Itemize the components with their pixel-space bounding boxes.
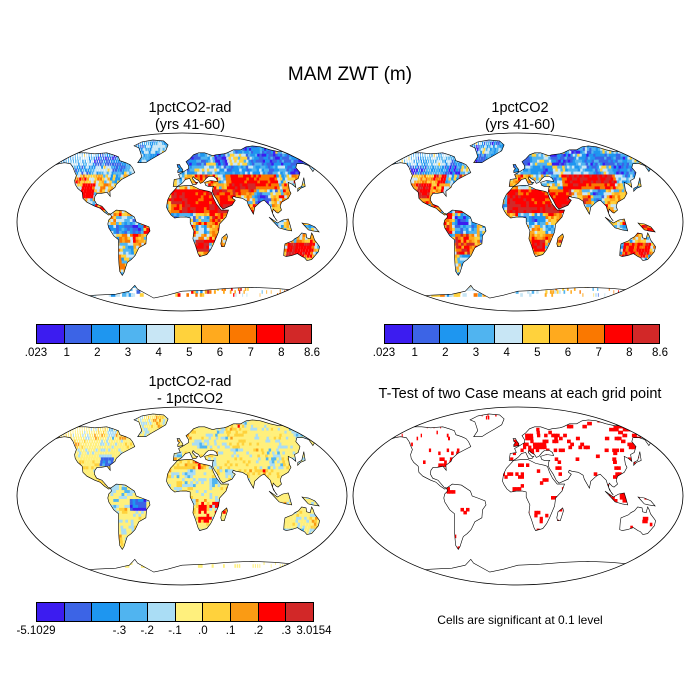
colorbar-panel-2 <box>384 324 660 344</box>
panel-3-map <box>16 406 348 586</box>
colorbar-box <box>64 325 92 343</box>
map-border <box>352 132 684 312</box>
colorbar-box <box>119 325 147 343</box>
colorbar-panel-3-labels: -5.1029 -.3 -.2 -.1 .0 .1 .2 .3 3.0154 <box>16 625 331 639</box>
colorbar-box <box>174 325 202 343</box>
map-border <box>352 406 684 586</box>
colorbar-tick-label: -.2 <box>140 625 154 637</box>
colorbar-box <box>522 325 550 343</box>
colorbar-panel-1 <box>36 324 312 344</box>
colorbar-box <box>286 603 314 621</box>
panel-1-title-line1: 1pctCO2-rad <box>148 100 232 116</box>
colorbar-box <box>229 325 257 343</box>
colorbar-tick-label: -.1 <box>168 625 182 637</box>
colorbar-tick-label: 3 <box>472 347 480 359</box>
panel-3-title-line1: 1pctCO2-rad <box>148 374 232 390</box>
colorbar-panel-1-labels: .023 1 2 3 4 5 6 7 8 8.6 <box>25 347 320 361</box>
panel-1-title: 1pctCO2-rad (yrs 41-60) <box>40 100 340 134</box>
colorbar-tick-label: 4 <box>155 347 162 359</box>
colorbar-tick-label: 1 <box>411 347 418 359</box>
colorbar-tick-label: .3 <box>281 625 291 637</box>
world-map <box>16 132 348 312</box>
panel-4-title: T-Test of two Case means at each grid po… <box>352 386 688 403</box>
colorbar-box <box>64 603 93 621</box>
panel-2-title-line1: 1pctCO2 <box>491 100 549 116</box>
colorbar-tick-label: .0 <box>198 625 208 637</box>
figure-title: MAM ZWT (m) <box>287 64 413 85</box>
colorbar-tick-label: 7 <box>247 347 254 359</box>
panel-2-title-line2: (yrs 41-60) <box>484 117 556 133</box>
colorbar-tick-label: 1 <box>63 347 70 359</box>
colorbar-tick-label: 5 <box>186 347 193 359</box>
colorbar-box <box>202 325 230 343</box>
colorbar-box <box>257 325 285 343</box>
map-border <box>16 406 348 586</box>
colorbar-box <box>230 603 259 621</box>
colorbar-box <box>147 603 176 621</box>
colorbar-tick-label: 2 <box>94 347 101 359</box>
colorbar-panel-3 <box>36 602 314 622</box>
colorbar-box <box>37 325 65 343</box>
colorbar-box <box>258 603 287 621</box>
colorbar-box <box>120 603 148 621</box>
world-map <box>352 406 684 586</box>
colorbar-box <box>147 325 175 343</box>
colorbar-box <box>37 603 65 621</box>
colorbar-tick-label: 5 <box>534 347 541 359</box>
colorbar-tick-label: .023 <box>372 347 396 359</box>
panel-1-map <box>16 132 348 312</box>
world-map <box>352 132 684 312</box>
panel-4-title-line1: T-Test of two Case means at each grid po… <box>378 386 662 402</box>
colorbar-box <box>495 325 523 343</box>
colorbar-tick-label: -.3 <box>112 625 127 637</box>
colorbar-box <box>550 325 578 343</box>
colorbar-tick-label: 6 <box>564 347 572 359</box>
colorbar-box <box>467 325 495 343</box>
colorbar-tick-label: 8 <box>278 347 285 359</box>
colorbar-box <box>284 325 311 343</box>
colorbar-panel-2-labels: .023 1 2 3 4 5 6 7 8 8.6 <box>373 347 668 361</box>
data-cells <box>383 413 674 559</box>
colorbar-tick-label: 8.6 <box>304 347 320 359</box>
colorbar-box <box>605 325 633 343</box>
panel-3-title-line2: - 1pctCO2 <box>156 391 224 407</box>
colorbar-tick-label: 6 <box>216 347 224 359</box>
colorbar-tick-label: 7 <box>595 347 602 359</box>
data-cells <box>47 139 338 297</box>
colorbar-tick-label: 3 <box>124 347 132 359</box>
colorbar-box <box>175 603 204 621</box>
colorbar-box <box>92 325 120 343</box>
panel-3-title: 1pctCO2-rad - 1pctCO2 <box>40 374 340 408</box>
colorbar-box <box>385 325 413 343</box>
colorbar-box <box>412 325 440 343</box>
colorbar-tick-label: 8 <box>626 347 633 359</box>
colorbar-tick-label: .2 <box>253 625 264 637</box>
panel-2-title: 1pctCO2 (yrs 41-60) <box>370 100 670 134</box>
colorbar-box <box>632 325 659 343</box>
colorbar-tick-label: 3.0154 <box>296 625 332 637</box>
colorbar-tick-label: .023 <box>24 347 48 359</box>
data-cells <box>47 413 338 568</box>
panel-4-map <box>352 406 684 586</box>
significance-note: Cells are significant at 0.1 level <box>437 613 603 627</box>
colorbar-tick-label: 2 <box>442 347 449 359</box>
colorbar-tick-label: 8.6 <box>652 347 668 359</box>
colorbar-tick-label: .1 <box>225 625 236 637</box>
colorbar-box <box>440 325 468 343</box>
colorbar-box <box>92 603 121 621</box>
world-map <box>16 406 348 586</box>
map-border <box>16 132 348 312</box>
colorbar-tick-label: 4 <box>503 347 510 359</box>
colorbar-box <box>577 325 605 343</box>
data-cells <box>383 139 674 297</box>
panel-2-map <box>352 132 684 312</box>
panel-1-title-line2: (yrs 41-60) <box>154 117 226 133</box>
colorbar-box <box>203 603 231 621</box>
colorbar-tick-label: -5.1029 <box>16 625 56 637</box>
